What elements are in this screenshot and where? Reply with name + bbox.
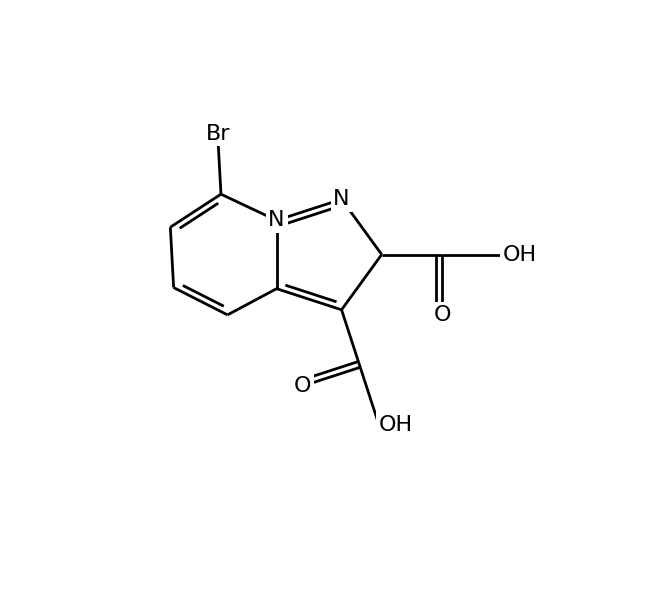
- Text: O: O: [434, 305, 451, 325]
- Text: N: N: [268, 210, 285, 231]
- Text: N: N: [333, 189, 350, 209]
- Text: OH: OH: [379, 415, 413, 435]
- Text: OH: OH: [502, 245, 537, 265]
- Text: Br: Br: [205, 124, 230, 144]
- Text: O: O: [294, 376, 312, 396]
